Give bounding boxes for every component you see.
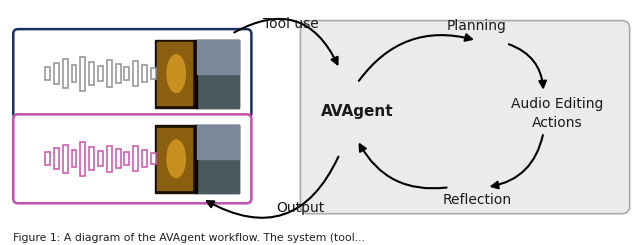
Bar	[81, 57, 85, 91]
Bar	[151, 68, 156, 79]
Bar	[45, 67, 50, 80]
FancyBboxPatch shape	[300, 21, 630, 214]
Bar	[160, 63, 164, 84]
Bar	[63, 60, 68, 88]
Text: Planning: Planning	[447, 19, 507, 33]
Bar	[54, 148, 59, 169]
Bar	[195, 125, 197, 193]
Bar	[157, 128, 192, 190]
Bar	[72, 150, 76, 167]
Bar	[133, 61, 138, 86]
Text: AVAgent: AVAgent	[321, 104, 394, 119]
Bar	[156, 39, 239, 108]
Bar	[142, 150, 147, 167]
Bar	[197, 125, 239, 193]
Text: Output: Output	[276, 201, 324, 215]
Ellipse shape	[167, 55, 186, 92]
Ellipse shape	[167, 140, 186, 178]
Bar	[168, 66, 173, 81]
Bar	[116, 149, 120, 168]
Bar	[125, 152, 129, 165]
Bar	[107, 60, 112, 87]
Bar	[89, 147, 94, 170]
Bar	[133, 147, 138, 171]
Bar	[89, 62, 94, 85]
Bar	[125, 67, 129, 80]
Bar	[98, 151, 103, 166]
Bar	[197, 125, 239, 159]
Bar	[45, 152, 50, 165]
FancyBboxPatch shape	[13, 29, 252, 118]
Bar	[168, 151, 173, 166]
Bar	[197, 39, 239, 74]
Bar	[63, 145, 68, 173]
Bar	[81, 142, 85, 176]
Bar	[157, 42, 192, 105]
Bar	[98, 66, 103, 81]
Text: Audio Editing
Actions: Audio Editing Actions	[511, 97, 604, 130]
FancyBboxPatch shape	[13, 114, 252, 203]
Bar	[151, 153, 156, 164]
Text: Tool use: Tool use	[263, 17, 319, 31]
Bar	[142, 65, 147, 82]
Bar	[116, 64, 120, 83]
Bar	[197, 39, 239, 108]
Bar	[54, 63, 59, 84]
Bar	[107, 146, 112, 172]
Text: Figure 1: A diagram of the AVAgent workflow. The system (tool...: Figure 1: A diagram of the AVAgent workf…	[13, 233, 365, 243]
Bar	[72, 65, 76, 82]
Bar	[156, 125, 239, 193]
Bar	[160, 148, 164, 169]
Bar	[195, 39, 197, 108]
Text: Reflection: Reflection	[442, 194, 511, 208]
